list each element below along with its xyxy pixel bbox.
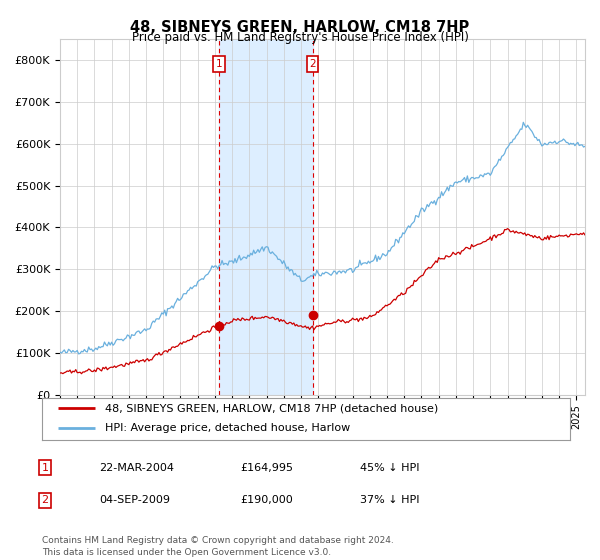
- Text: 2: 2: [309, 59, 316, 69]
- Text: 37% ↓ HPI: 37% ↓ HPI: [360, 495, 419, 505]
- Text: 22-MAR-2004: 22-MAR-2004: [99, 463, 174, 473]
- Text: £190,000: £190,000: [240, 495, 293, 505]
- Text: 48, SIBNEYS GREEN, HARLOW, CM18 7HP (detached house): 48, SIBNEYS GREEN, HARLOW, CM18 7HP (det…: [106, 403, 439, 413]
- Text: 1: 1: [215, 59, 222, 69]
- Text: £164,995: £164,995: [240, 463, 293, 473]
- Text: 48, SIBNEYS GREEN, HARLOW, CM18 7HP: 48, SIBNEYS GREEN, HARLOW, CM18 7HP: [130, 20, 470, 35]
- Text: 45% ↓ HPI: 45% ↓ HPI: [360, 463, 419, 473]
- Text: 1: 1: [41, 463, 49, 473]
- Text: 04-SEP-2009: 04-SEP-2009: [99, 495, 170, 505]
- Text: 2: 2: [41, 495, 49, 505]
- Bar: [219, 39, 313, 395]
- Text: Price paid vs. HM Land Registry's House Price Index (HPI): Price paid vs. HM Land Registry's House …: [131, 31, 469, 44]
- Text: Contains HM Land Registry data © Crown copyright and database right 2024.
This d: Contains HM Land Registry data © Crown c…: [42, 536, 394, 557]
- Text: HPI: Average price, detached house, Harlow: HPI: Average price, detached house, Harl…: [106, 423, 350, 433]
